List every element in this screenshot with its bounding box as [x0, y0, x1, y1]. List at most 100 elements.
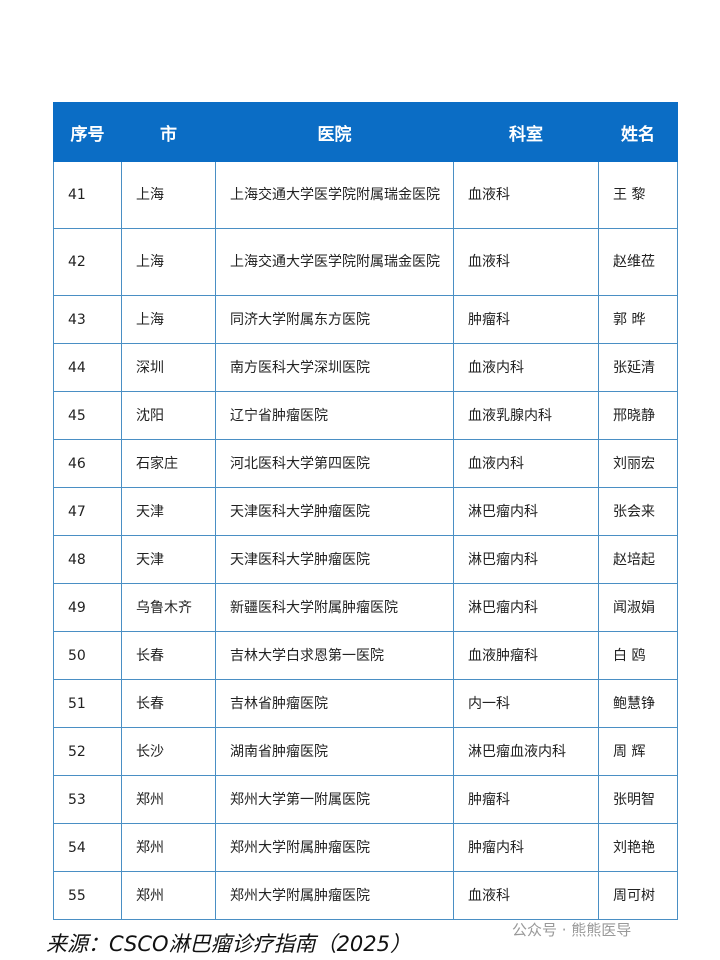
cell-hospital: 吉林大学白求恩第一医院 — [215, 631, 454, 680]
cell-department: 肿瘤科 — [453, 295, 599, 344]
header-index: 序号 — [53, 102, 122, 162]
table-row: 46 石家庄 河北医科大学第四医院 血液内科 刘丽宏 — [53, 439, 678, 488]
cell-city: 天津 — [121, 487, 216, 536]
cell-department: 血液科 — [453, 228, 599, 296]
cell-hospital: 新疆医科大学附属肿瘤医院 — [215, 583, 454, 632]
cell-city: 长沙 — [121, 727, 216, 776]
cell-hospital: 上海交通大学医学院附属瑞金医院 — [215, 161, 454, 229]
cell-index: 47 — [53, 487, 122, 536]
table-row: 41 上海 上海交通大学医学院附属瑞金医院 血液科王 黎 — [53, 161, 678, 229]
cell-hospital: 辽宁省肿瘤医院 — [215, 391, 454, 440]
table-row: 45 沈阳 辽宁省肿瘤医院 血液乳腺内科 邢晓静 — [53, 391, 678, 440]
table-row: 53 郑州 郑州大学第一附属医院 肿瘤科 张明智 — [53, 775, 678, 824]
cell-department: 血液科 — [453, 871, 599, 920]
cell-index: 53 — [53, 775, 122, 824]
cell-department: 肿瘤科 — [453, 775, 599, 824]
cell-city: 长春 — [121, 679, 216, 728]
header-city: 市 — [121, 102, 216, 162]
cell-hospital: 吉林省肿瘤医院 — [215, 679, 454, 728]
cell-name: 赵维莅 — [598, 228, 678, 296]
table-row: 48 天津 天津医科大学肿瘤医院 淋巴瘤内科 赵培起 — [53, 535, 678, 584]
cell-index: 41 — [53, 161, 122, 229]
cell-name: 刘丽宏 — [598, 439, 678, 488]
cell-index: 43 — [53, 295, 122, 344]
table-row: 47 天津 天津医科大学肿瘤医院 淋巴瘤内科 张会来 — [53, 487, 678, 536]
cell-index: 55 — [53, 871, 122, 920]
cell-city: 上海 — [121, 228, 216, 296]
cell-city: 深圳 — [121, 343, 216, 392]
cell-index: 54 — [53, 823, 122, 872]
cell-index: 45 — [53, 391, 122, 440]
header-department: 科室 — [453, 102, 599, 162]
cell-name: 鲍慧铮 — [598, 679, 678, 728]
table-row: 44 深圳 南方医科大学深圳医院 血液内科 张延清 — [53, 343, 678, 392]
table-row: 55 郑州 郑州大学附属肿瘤医院 血液科 周可树 — [53, 871, 678, 920]
cell-hospital: 上海交通大学医学院附属瑞金医院 — [215, 228, 454, 296]
cell-hospital: 南方医科大学深圳医院 — [215, 343, 454, 392]
cell-city: 上海 — [121, 161, 216, 229]
cell-index: 44 — [53, 343, 122, 392]
cell-department: 内一科 — [453, 679, 599, 728]
cell-city: 沈阳 — [121, 391, 216, 440]
cell-name: 张明智 — [598, 775, 678, 824]
cell-name: 邢晓静 — [598, 391, 678, 440]
cell-city: 郑州 — [121, 871, 216, 920]
table-row: 43 上海 同济大学附属东方医院 肿瘤科郭 晔 — [53, 295, 678, 344]
cell-city: 上海 — [121, 295, 216, 344]
source-caption: 来源：CSCO淋巴瘤诊疗指南（2025） — [46, 932, 412, 956]
cell-hospital: 湖南省肿瘤医院 — [215, 727, 454, 776]
header-name: 姓名 — [598, 102, 678, 162]
cell-index: 42 — [53, 228, 122, 296]
cell-hospital: 天津医科大学肿瘤医院 — [215, 487, 454, 536]
cell-hospital: 河北医科大学第四医院 — [215, 439, 454, 488]
table-row: 42 上海 上海交通大学医学院附属瑞金医院 血液科 赵维莅 — [53, 228, 678, 296]
cell-name: 白 鸥 — [598, 631, 678, 680]
watermark: 公众号 · 熊熊医导 — [512, 921, 632, 939]
cell-department: 血液肿瘤科 — [453, 631, 599, 680]
cell-department: 肿瘤内科 — [453, 823, 599, 872]
cell-hospital: 同济大学附属东方医院 — [215, 295, 454, 344]
table-header-row: 序号 市 医院 科室 姓名 — [53, 102, 678, 162]
cell-name: 张会来 — [598, 487, 678, 536]
cell-name: 张延清 — [598, 343, 678, 392]
cell-index: 52 — [53, 727, 122, 776]
cell-name: 郭 晔 — [598, 295, 678, 344]
table-row: 51 长春 吉林省肿瘤医院 内一科 鲍慧铮 — [53, 679, 678, 728]
cell-department: 血液内科 — [453, 343, 599, 392]
cell-department: 淋巴瘤内科 — [453, 535, 599, 584]
table-row: 54 郑州 郑州大学附属肿瘤医院 肿瘤内科 刘艳艳 — [53, 823, 678, 872]
cell-index: 50 — [53, 631, 122, 680]
cell-city: 郑州 — [121, 775, 216, 824]
cell-name: 刘艳艳 — [598, 823, 678, 872]
table-body: 41 上海 上海交通大学医学院附属瑞金医院 血液科王 黎 42 上海 上海交通大学医学院附属… — [53, 161, 678, 920]
cell-hospital: 天津医科大学肿瘤医院 — [215, 535, 454, 584]
cell-name: 赵培起 — [598, 535, 678, 584]
table-row: 49 乌鲁木齐 新疆医科大学附属肿瘤医院 淋巴瘤内科 闻淑娟 — [53, 583, 678, 632]
table-row: 50 长春 吉林大学白求恩第一医院 血液肿瘤科白 鸥 — [53, 631, 678, 680]
cell-department: 淋巴瘤内科 — [453, 583, 599, 632]
cell-index: 48 — [53, 535, 122, 584]
cell-department: 血液科 — [453, 161, 599, 229]
cell-index: 49 — [53, 583, 122, 632]
cell-department: 血液乳腺内科 — [453, 391, 599, 440]
cell-department: 血液内科 — [453, 439, 599, 488]
header-hospital: 医院 — [215, 102, 454, 162]
cell-city: 天津 — [121, 535, 216, 584]
cell-city: 石家庄 — [121, 439, 216, 488]
cell-index: 51 — [53, 679, 122, 728]
cell-hospital: 郑州大学第一附属医院 — [215, 775, 454, 824]
cell-department: 淋巴瘤血液内科 — [453, 727, 599, 776]
cell-city: 乌鲁木齐 — [121, 583, 216, 632]
cell-department: 淋巴瘤内科 — [453, 487, 599, 536]
cell-hospital: 郑州大学附属肿瘤医院 — [215, 871, 454, 920]
cell-city: 郑州 — [121, 823, 216, 872]
cell-index: 46 — [53, 439, 122, 488]
cell-name: 周 辉 — [598, 727, 678, 776]
cell-name: 周可树 — [598, 871, 678, 920]
cell-hospital: 郑州大学附属肿瘤医院 — [215, 823, 454, 872]
cell-city: 长春 — [121, 631, 216, 680]
cell-name: 王 黎 — [598, 161, 678, 229]
cell-name: 闻淑娟 — [598, 583, 678, 632]
table-row: 52 长沙 湖南省肿瘤医院 淋巴瘤血液内科周 辉 — [53, 727, 678, 776]
